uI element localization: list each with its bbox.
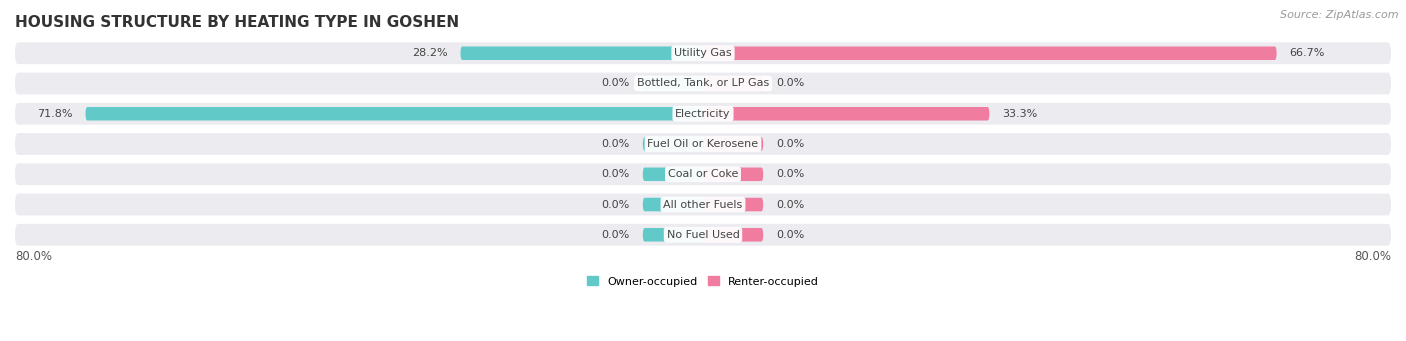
Text: 66.7%: 66.7% xyxy=(1289,48,1324,58)
Text: 80.0%: 80.0% xyxy=(15,250,52,263)
FancyBboxPatch shape xyxy=(703,77,763,90)
Text: Source: ZipAtlas.com: Source: ZipAtlas.com xyxy=(1281,10,1399,20)
FancyBboxPatch shape xyxy=(703,228,763,241)
FancyBboxPatch shape xyxy=(15,42,1391,64)
FancyBboxPatch shape xyxy=(15,163,1391,185)
Legend: Owner-occupied, Renter-occupied: Owner-occupied, Renter-occupied xyxy=(582,272,824,291)
FancyBboxPatch shape xyxy=(643,228,703,241)
Text: Coal or Coke: Coal or Coke xyxy=(668,169,738,179)
Text: No Fuel Used: No Fuel Used xyxy=(666,230,740,240)
Text: Utility Gas: Utility Gas xyxy=(675,48,731,58)
Text: 33.3%: 33.3% xyxy=(1002,109,1038,119)
FancyBboxPatch shape xyxy=(703,46,1277,60)
Text: HOUSING STRUCTURE BY HEATING TYPE IN GOSHEN: HOUSING STRUCTURE BY HEATING TYPE IN GOS… xyxy=(15,15,460,30)
FancyBboxPatch shape xyxy=(703,107,990,120)
FancyBboxPatch shape xyxy=(15,194,1391,216)
FancyBboxPatch shape xyxy=(15,133,1391,155)
Text: 0.0%: 0.0% xyxy=(776,139,804,149)
Text: 0.0%: 0.0% xyxy=(602,78,630,89)
Text: 0.0%: 0.0% xyxy=(776,169,804,179)
Text: 0.0%: 0.0% xyxy=(776,230,804,240)
Text: 0.0%: 0.0% xyxy=(776,199,804,209)
FancyBboxPatch shape xyxy=(643,77,703,90)
Text: 0.0%: 0.0% xyxy=(602,230,630,240)
Text: 0.0%: 0.0% xyxy=(602,139,630,149)
Text: 71.8%: 71.8% xyxy=(37,109,73,119)
Text: 28.2%: 28.2% xyxy=(412,48,447,58)
Text: Bottled, Tank, or LP Gas: Bottled, Tank, or LP Gas xyxy=(637,78,769,89)
FancyBboxPatch shape xyxy=(15,224,1391,246)
FancyBboxPatch shape xyxy=(461,46,703,60)
Text: 0.0%: 0.0% xyxy=(602,199,630,209)
FancyBboxPatch shape xyxy=(703,167,763,181)
FancyBboxPatch shape xyxy=(15,73,1391,94)
Text: 0.0%: 0.0% xyxy=(602,169,630,179)
FancyBboxPatch shape xyxy=(15,103,1391,125)
FancyBboxPatch shape xyxy=(703,137,763,151)
Text: Fuel Oil or Kerosene: Fuel Oil or Kerosene xyxy=(647,139,759,149)
Text: 80.0%: 80.0% xyxy=(1354,250,1391,263)
Text: Electricity: Electricity xyxy=(675,109,731,119)
FancyBboxPatch shape xyxy=(703,198,763,211)
FancyBboxPatch shape xyxy=(86,107,703,120)
Text: All other Fuels: All other Fuels xyxy=(664,199,742,209)
FancyBboxPatch shape xyxy=(643,167,703,181)
FancyBboxPatch shape xyxy=(643,137,703,151)
Text: 0.0%: 0.0% xyxy=(776,78,804,89)
FancyBboxPatch shape xyxy=(643,198,703,211)
